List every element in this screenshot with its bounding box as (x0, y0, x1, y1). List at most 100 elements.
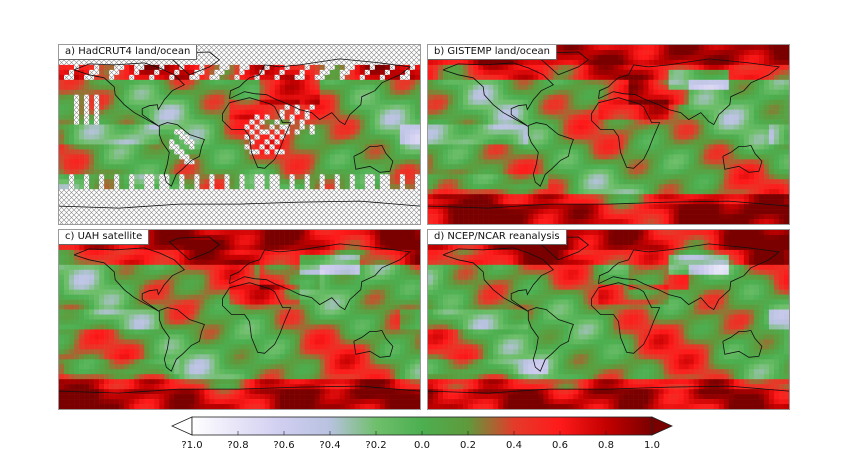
heatmap-cell (508, 74, 514, 81)
heatmap-cell (688, 89, 695, 96)
heatmap-cell (738, 149, 745, 155)
heatmap-cell (753, 179, 760, 185)
heatmap-cell (533, 99, 539, 105)
heatmap-cell (548, 114, 554, 120)
heatmap-cell (409, 64, 416, 71)
heatmap-cell (349, 49, 356, 56)
heatmap-cell (304, 104, 310, 110)
heatmap-cell (643, 139, 649, 145)
heatmap-cell (254, 219, 260, 224)
heatmap-cell (658, 129, 664, 135)
heatmap-cell (89, 219, 95, 224)
heatmap-cell (119, 144, 125, 150)
heatmap-cell (778, 119, 785, 125)
heatmap-cell (229, 119, 235, 125)
heatmap-cell (134, 69, 140, 76)
heatmap-cell (713, 199, 720, 205)
heatmap-cell (708, 119, 715, 125)
heatmap-cell (194, 104, 200, 110)
heatmap-cell (753, 109, 760, 115)
heatmap-cell (513, 79, 519, 86)
heatmap-cell (698, 89, 705, 96)
heatmap-cell (463, 99, 469, 105)
heatmap-cell (329, 74, 336, 81)
heatmap-cell (728, 79, 735, 86)
heatmap-cell (678, 184, 684, 190)
heatmap-cell (748, 139, 755, 145)
heatmap-cell (608, 159, 614, 165)
heatmap-cell (294, 114, 300, 120)
heatmap-cell (593, 64, 599, 71)
heatmap-cell (718, 84, 725, 91)
heatmap-cell (548, 189, 554, 195)
heatmap-cell (658, 89, 664, 96)
heatmap-cell (224, 104, 230, 110)
heatmap-cell (144, 159, 150, 165)
heatmap-cell (94, 59, 100, 66)
heatmap-cell (124, 189, 130, 195)
heatmap-cell (349, 199, 356, 205)
heatmap-cell (578, 199, 584, 205)
heatmap-cell (204, 124, 210, 130)
heatmap-cell (394, 199, 401, 205)
heatmap-cell (593, 144, 599, 150)
heatmap-cell (738, 99, 745, 105)
heatmap-cell (349, 45, 356, 51)
heatmap-cell (189, 219, 195, 224)
heatmap-cell (139, 84, 145, 91)
heatmap-cell (703, 129, 710, 135)
heatmap-cell (428, 74, 434, 81)
heatmap-cell (438, 159, 444, 165)
heatmap-cell (448, 179, 454, 185)
heatmap-cell (658, 74, 664, 81)
heatmap-cell (448, 119, 454, 125)
heatmap-cell (688, 184, 695, 190)
heatmap-cell (304, 124, 310, 130)
heatmap-cell (104, 164, 110, 170)
heatmap-cell (99, 64, 105, 71)
heatmap-cell (284, 124, 290, 130)
heatmap-cell (653, 74, 659, 81)
heatmap-cell (144, 79, 150, 86)
heatmap-cell (743, 124, 750, 130)
heatmap-cell (404, 99, 411, 105)
heatmap-cell (59, 119, 65, 125)
heatmap-cell (468, 99, 474, 105)
heatmap-cell (668, 159, 674, 165)
heatmap-cell (369, 49, 376, 56)
heatmap-cell (458, 154, 464, 160)
heatmap-cell (583, 164, 589, 170)
heatmap-cell (159, 99, 165, 105)
heatmap-cell (279, 104, 285, 110)
heatmap-cell (294, 169, 300, 175)
heatmap-cell (773, 139, 780, 145)
heatmap-cell (778, 179, 785, 185)
heatmap-cell (399, 184, 406, 190)
heatmap-cell (688, 204, 695, 210)
heatmap-cell (164, 69, 170, 76)
heatmap-cell (364, 69, 371, 76)
heatmap-cell (778, 114, 785, 120)
heatmap-cell (299, 194, 305, 200)
heatmap-cell (229, 45, 235, 51)
heatmap-cell (648, 114, 654, 120)
heatmap-cell (229, 114, 235, 120)
heatmap-cell (503, 179, 509, 185)
heatmap-cell (354, 64, 361, 71)
heatmap-cell (523, 69, 529, 76)
heatmap-cell (59, 174, 65, 180)
heatmap-cell (678, 114, 684, 120)
heatmap-cell (329, 124, 336, 130)
heatmap-cell (339, 149, 346, 155)
heatmap-cell (743, 184, 750, 190)
heatmap-cell (404, 174, 411, 180)
heatmap-cell (74, 99, 80, 105)
heatmap-cell (244, 69, 250, 76)
heatmap-cell (508, 169, 514, 175)
heatmap-cell (663, 124, 669, 130)
heatmap-cell (433, 109, 439, 115)
heatmap-cell (329, 69, 336, 76)
heatmap-cell (723, 54, 730, 61)
heatmap-cell (503, 164, 509, 170)
heatmap-cell (613, 194, 619, 200)
